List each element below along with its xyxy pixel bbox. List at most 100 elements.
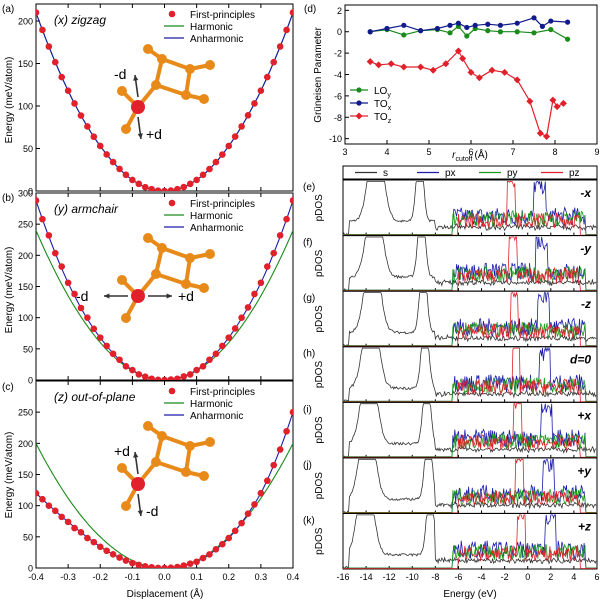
fp-point <box>193 558 200 566</box>
fp-point <box>154 187 162 191</box>
pdos-line-s <box>343 236 597 292</box>
fp-point <box>180 183 188 191</box>
series-line-TOx <box>370 17 568 33</box>
x-tick-label: 0.4 <box>287 572 300 582</box>
y-tick-label: 100 <box>18 313 33 323</box>
fp-point <box>135 561 143 568</box>
legend-marker <box>355 112 363 120</box>
atom <box>185 64 195 74</box>
fp-point <box>109 350 117 358</box>
fp-point <box>186 371 194 378</box>
atom <box>117 463 127 473</box>
pdos-line-s <box>343 347 597 402</box>
legend-label: Harmonic <box>190 399 233 410</box>
fp-point <box>51 507 59 515</box>
y-tick-label: 50 <box>23 532 33 542</box>
fp-point <box>141 183 149 191</box>
fp-point <box>264 263 271 270</box>
fp-point <box>77 528 85 536</box>
fp-point <box>199 362 207 370</box>
point-LOy <box>447 30 453 36</box>
harmonic-line <box>36 230 293 380</box>
atom <box>157 431 167 441</box>
fp-point <box>244 510 252 517</box>
fp-point <box>109 550 117 558</box>
x-tick-label: -2 <box>501 572 509 582</box>
point-TOx <box>447 22 453 28</box>
legend-label: s <box>383 168 388 179</box>
atom <box>131 477 145 491</box>
fp-point <box>257 279 265 287</box>
fp-point <box>148 375 155 380</box>
point-TOz <box>429 66 437 74</box>
point-TOx <box>418 28 424 34</box>
fp-point <box>289 197 293 204</box>
point-TOx <box>401 22 407 28</box>
panel-tag: -z <box>581 297 591 311</box>
fp-point <box>212 350 220 358</box>
legend-label: TOx <box>374 99 392 112</box>
point-TOx <box>384 25 390 32</box>
fp-point <box>71 100 78 107</box>
arrow-label: -d <box>76 288 88 304</box>
x-tick-label: 6 <box>468 147 473 157</box>
fp-point <box>90 325 98 333</box>
arrow-head <box>137 510 143 516</box>
legend-marker <box>356 87 362 93</box>
point-LOy <box>485 28 491 34</box>
point-TOx <box>485 21 491 27</box>
fp-point <box>289 9 293 16</box>
pdos-ylabel: pDOS <box>314 361 325 389</box>
atom <box>205 437 215 447</box>
arrow-head <box>166 293 172 299</box>
atom <box>131 100 145 114</box>
fp-point <box>231 133 239 140</box>
legend-marker-fp <box>168 10 176 18</box>
fp-point <box>96 142 104 150</box>
atom <box>205 60 215 70</box>
point-TOx <box>367 29 373 35</box>
molecule-icon: +d -d <box>114 421 215 519</box>
plot-frame <box>35 192 294 381</box>
fp-point <box>84 123 91 130</box>
molecule-icon: -d +d <box>76 233 215 323</box>
point-TOz <box>475 74 483 82</box>
legend-marker-fp <box>168 387 176 395</box>
atom <box>121 124 131 134</box>
pdos-line-pz <box>343 291 597 347</box>
fp-point <box>116 554 123 561</box>
legend-name: TO <box>374 112 388 123</box>
point-TOz <box>417 63 425 71</box>
point-TOz <box>442 60 450 68</box>
x-tick-label: 7 <box>510 147 515 157</box>
pdos-panel: (k) +z pDOS -16 -14 -12 -10 -8 -6 -4 -2 0 2 4 6 <box>303 512 600 582</box>
legend-label: TOz <box>374 112 392 125</box>
fp-point <box>251 501 258 508</box>
fp-point <box>206 551 213 558</box>
panel-tag: +y <box>577 464 592 478</box>
fp-point <box>257 489 265 497</box>
fp-point <box>270 58 278 66</box>
fp-point <box>174 185 181 191</box>
pdos-panel: (e) -x pDOS <box>303 179 598 237</box>
y-tick-label: -4 <box>334 70 342 80</box>
pdos-ylabel: pDOS <box>314 416 325 444</box>
legend-label: LOy <box>374 86 391 99</box>
fp-point <box>225 142 233 150</box>
arrow-label: -d <box>146 503 158 519</box>
bond <box>154 460 188 474</box>
x-tick-label: -14 <box>360 572 373 582</box>
fp-point <box>264 477 271 485</box>
x-tick-label: 0.2 <box>222 572 235 582</box>
legend-label: Harmonic <box>190 211 233 222</box>
legend-label: Anharmonic <box>190 223 243 234</box>
y-tick-label: -10 <box>329 134 342 144</box>
fp-point <box>186 560 194 567</box>
fp-point <box>116 356 123 364</box>
atom <box>199 94 209 104</box>
panel-label: (f) <box>303 238 312 249</box>
bond <box>154 83 188 97</box>
atom <box>185 441 195 451</box>
fp-point <box>84 314 91 321</box>
fp-point <box>251 290 258 298</box>
